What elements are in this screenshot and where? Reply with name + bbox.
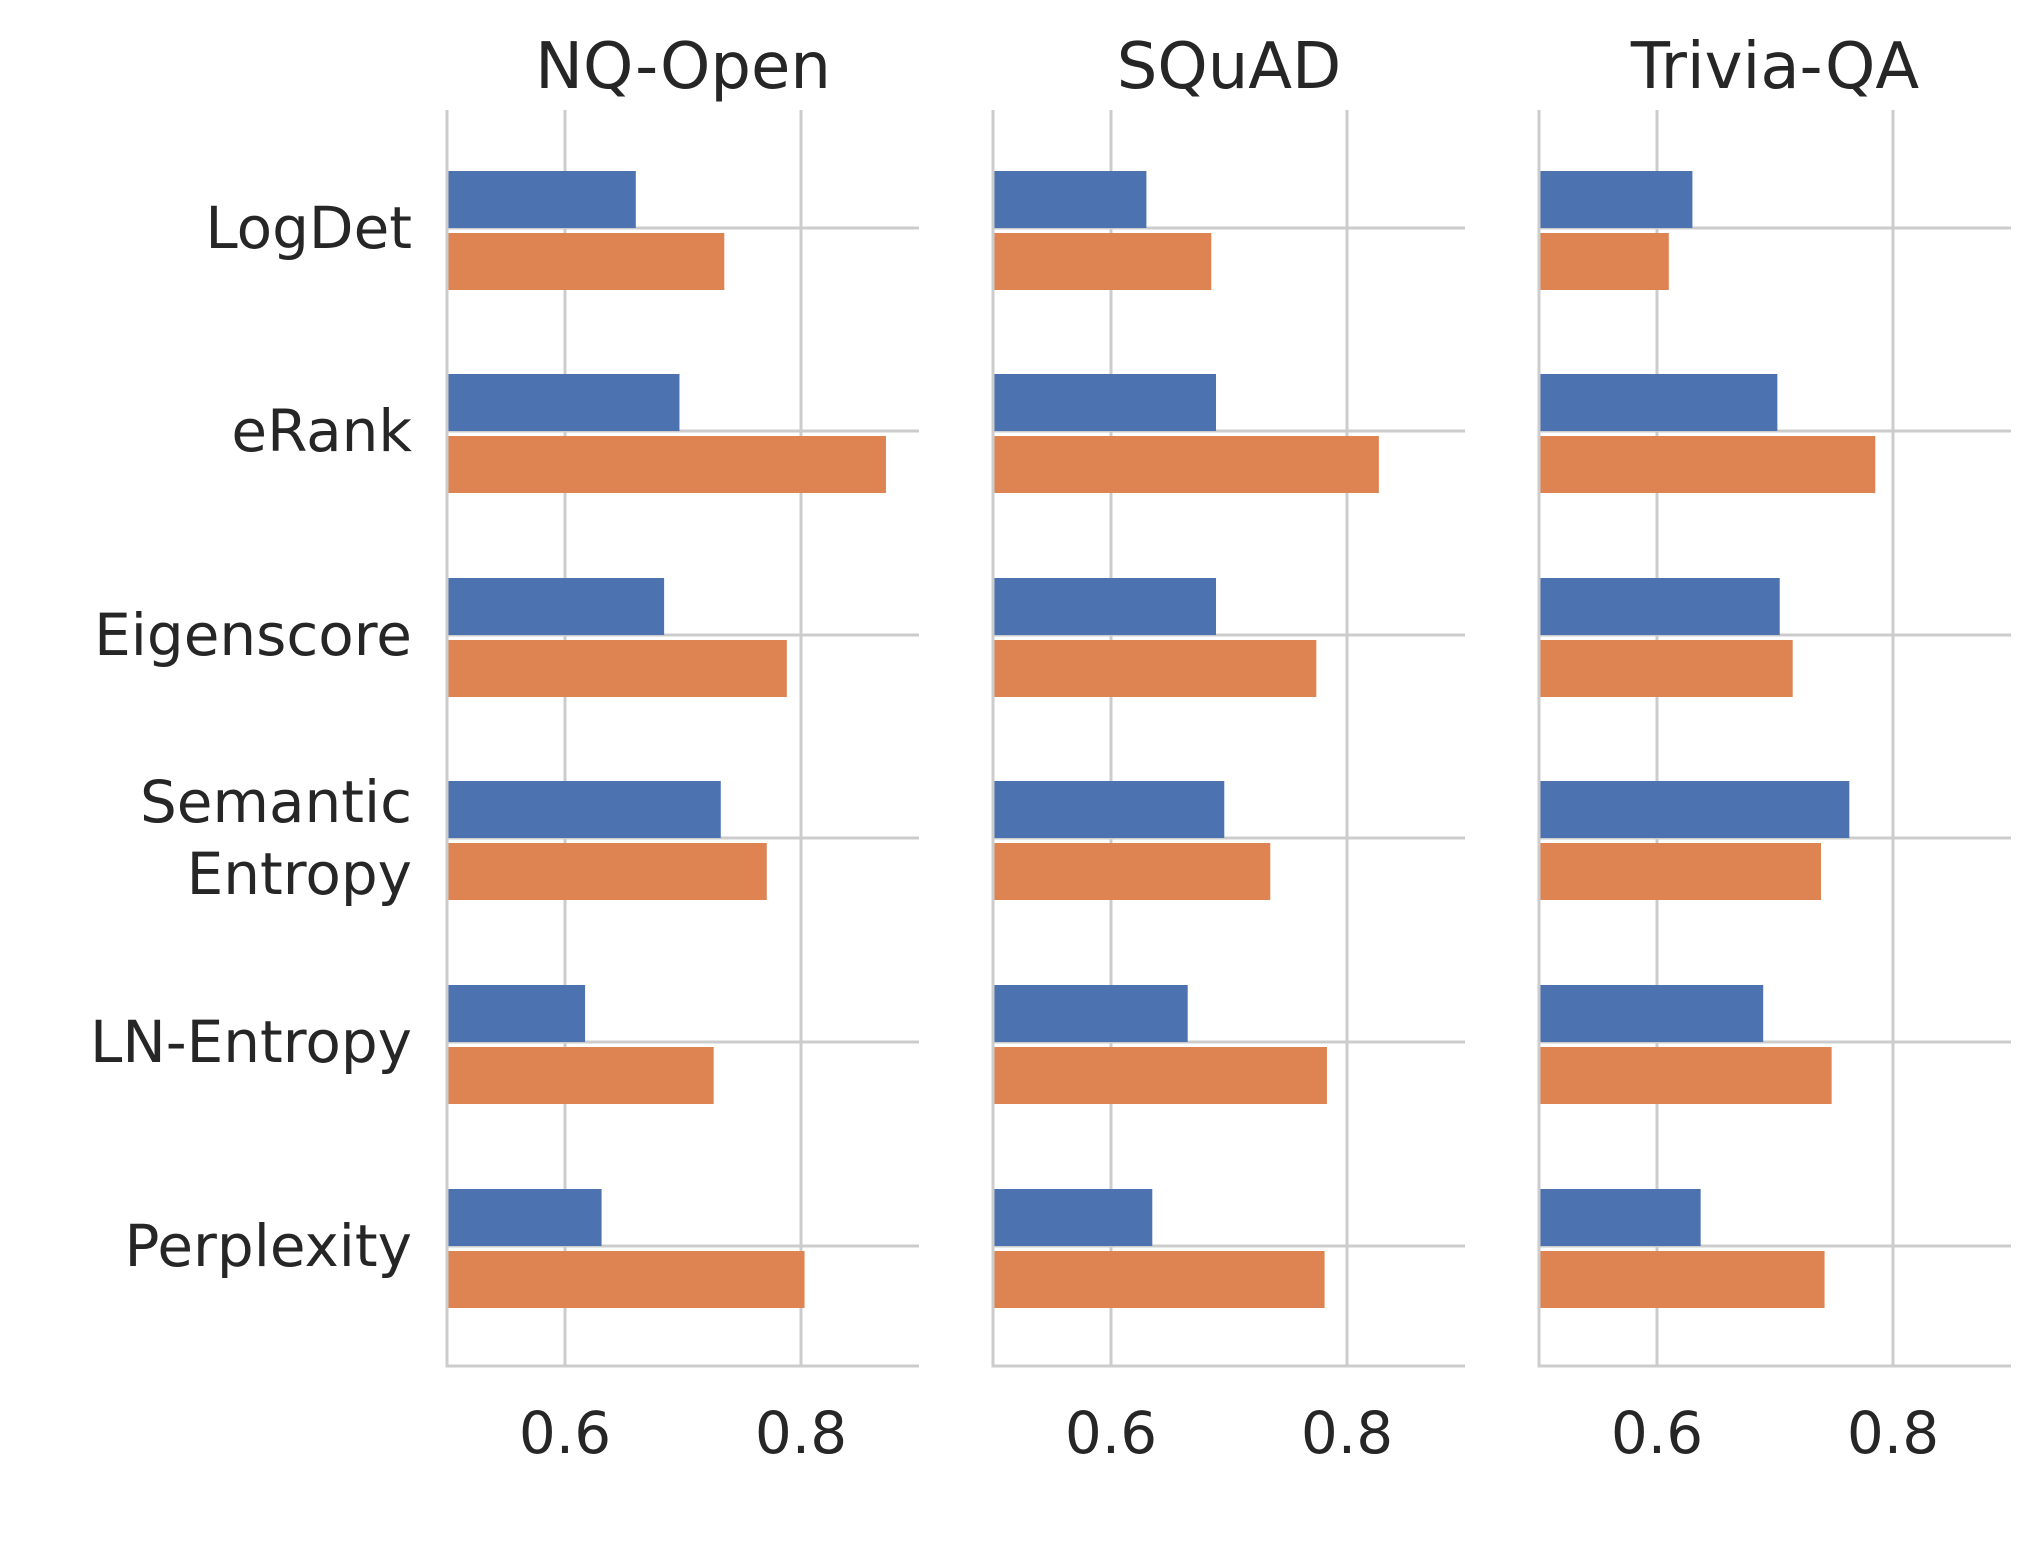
bar-squad-perplexity-series-1 — [993, 1189, 1153, 1246]
x-tick-label: 0.6 — [519, 1399, 611, 1467]
y-tick-label: LogDet — [205, 194, 412, 262]
bar-nq-open-perplexity-series-1 — [447, 1189, 602, 1246]
panel-nq-open: NQ-Open 0.6 0.8 — [445, 30, 919, 1467]
bar-nq-open-ln-entropy-series-1 — [447, 985, 586, 1042]
bar-nq-open-perplexity-series-2 — [447, 1251, 805, 1308]
bar-trivia-qa-perplexity-series-1 — [1539, 1189, 1701, 1246]
panel-squad: SQuAD 0.6 0.8 — [991, 30, 1465, 1467]
bar-squad-logdet-series-2 — [993, 233, 1212, 290]
x-tick-label: 0.6 — [1611, 1399, 1703, 1467]
bar-trivia-qa-erank-series-2 — [1539, 436, 1876, 493]
bar-trivia-qa-eigenscore-series-1 — [1539, 578, 1780, 635]
bar-trivia-qa-eigenscore-series-2 — [1539, 640, 1793, 697]
x-tick-label: 0.8 — [755, 1399, 847, 1467]
x-tick-label: 0.6 — [1065, 1399, 1157, 1467]
bar-nq-open-eigenscore-series-1 — [447, 578, 665, 635]
panel-trivia-qa: Trivia-QA 0.6 0.8 — [1537, 30, 2011, 1467]
bar-trivia-qa-semantic-entropy-series-2 — [1539, 843, 1822, 900]
y-tick-label: Entropy — [187, 840, 412, 908]
bar-nq-open-eigenscore-series-2 — [447, 640, 787, 697]
x-tick-label: 0.8 — [1301, 1399, 1393, 1467]
panel-title: Trivia-QA — [1630, 30, 1919, 104]
bar-nq-open-logdet-series-1 — [447, 171, 636, 228]
bar-trivia-qa-ln-entropy-series-2 — [1539, 1047, 1832, 1104]
bar-squad-erank-series-1 — [993, 374, 1217, 431]
x-tick-label: 0.8 — [1847, 1399, 1939, 1467]
bar-squad-logdet-series-1 — [993, 171, 1147, 228]
bar-squad-semantic-entropy-series-2 — [993, 843, 1271, 900]
bar-squad-perplexity-series-2 — [993, 1251, 1325, 1308]
y-tick-label: LN-Entropy — [90, 1008, 412, 1076]
bar-nq-open-semantic-entropy-series-1 — [447, 781, 721, 838]
bar-trivia-qa-logdet-series-1 — [1539, 171, 1693, 228]
bar-squad-semantic-entropy-series-1 — [993, 781, 1225, 838]
bar-nq-open-ln-entropy-series-2 — [447, 1047, 714, 1104]
bar-nq-open-erank-series-1 — [447, 374, 680, 431]
bar-trivia-qa-semantic-entropy-series-1 — [1539, 781, 1850, 838]
bar-trivia-qa-erank-series-1 — [1539, 374, 1778, 431]
bar-nq-open-logdet-series-2 — [447, 233, 725, 290]
bar-nq-open-erank-series-2 — [447, 436, 886, 493]
bar-squad-ln-entropy-series-1 — [993, 985, 1188, 1042]
panel-title: SQuAD — [1117, 30, 1342, 104]
y-tick-label: Perplexity — [124, 1212, 412, 1280]
bar-nq-open-semantic-entropy-series-2 — [447, 843, 767, 900]
bar-squad-eigenscore-series-1 — [993, 578, 1217, 635]
y-tick-label: Semantic — [140, 768, 412, 836]
bar-trivia-qa-logdet-series-2 — [1539, 233, 1669, 290]
bar-trivia-qa-ln-entropy-series-1 — [1539, 985, 1764, 1042]
panel-title: NQ-Open — [535, 30, 831, 104]
bar-squad-ln-entropy-series-2 — [993, 1047, 1327, 1104]
bar-squad-erank-series-2 — [993, 436, 1379, 493]
y-tick-label: eRank — [231, 397, 412, 465]
bar-squad-eigenscore-series-2 — [993, 640, 1317, 697]
bar-trivia-qa-perplexity-series-2 — [1539, 1251, 1825, 1308]
y-tick-label: Eigenscore — [94, 601, 412, 669]
